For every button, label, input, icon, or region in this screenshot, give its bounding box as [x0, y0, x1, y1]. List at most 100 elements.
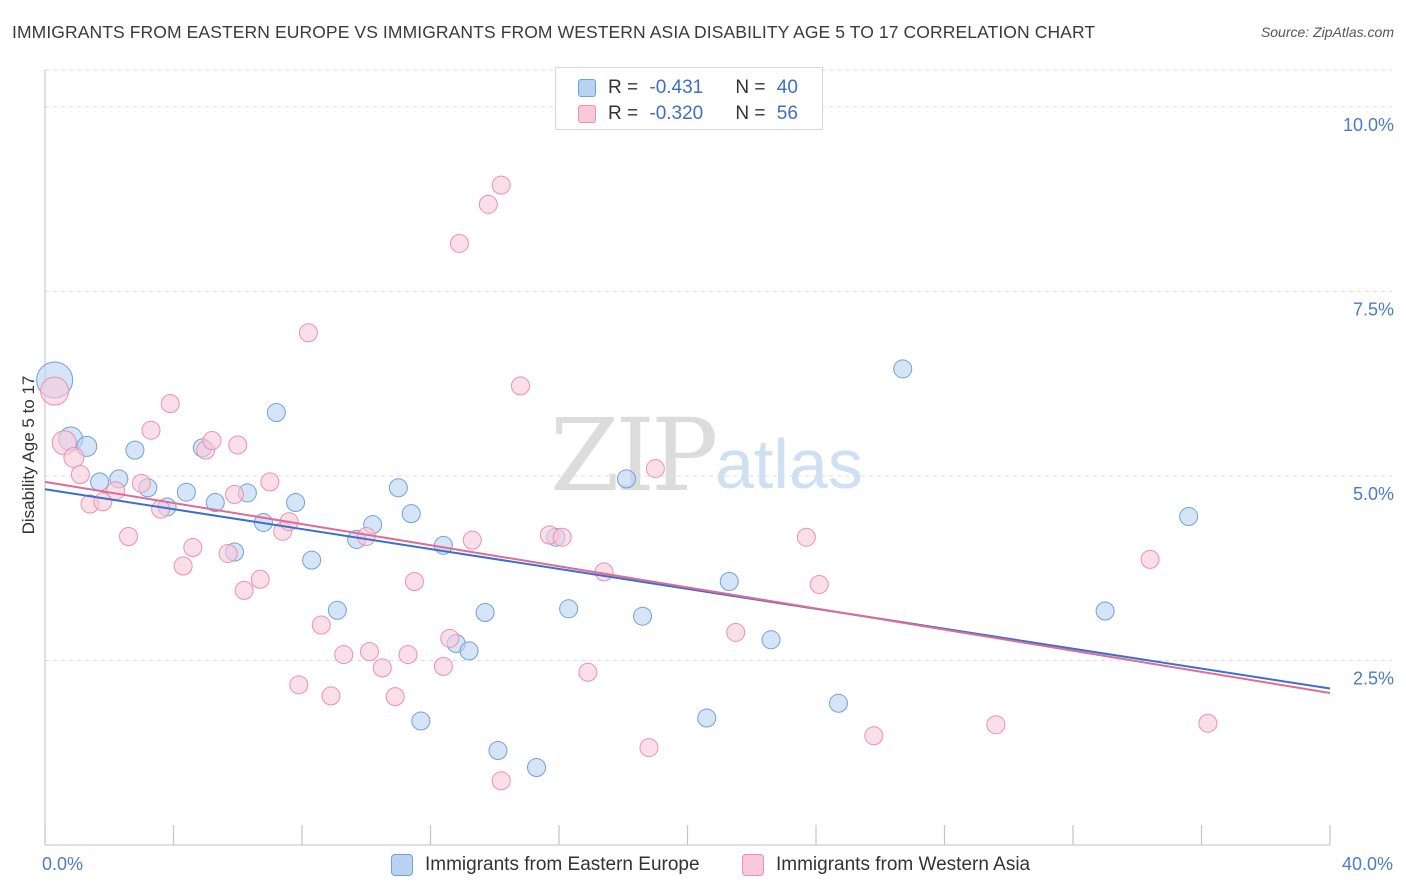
legend-r-label: R =: [608, 103, 644, 124]
point-western-asia: [311, 615, 331, 635]
point-western-asia: [141, 420, 161, 440]
point-western-asia: [160, 394, 180, 414]
point-western-asia: [398, 645, 418, 665]
y-tick-label: 7.5%: [1353, 299, 1394, 319]
point-western-asia: [234, 580, 254, 600]
point-eastern-europe: [176, 482, 196, 502]
y-tick-label: 5.0%: [1353, 484, 1394, 504]
point-western-asia: [404, 572, 424, 591]
point-eastern-europe: [286, 493, 306, 513]
grid-lines: [45, 69, 1392, 661]
point-western-asia: [385, 687, 405, 707]
point-eastern-europe: [893, 359, 913, 379]
bottom-legend-swatch-eastern-europe: [391, 854, 413, 876]
bottom-legend-label-eastern-europe: Immigrants from Eastern Europe: [425, 854, 700, 875]
legend-r-value: -0.431: [649, 77, 704, 98]
point-eastern-europe: [411, 711, 431, 731]
point-western-asia: [510, 376, 530, 396]
y-axis-label: Disability Age 5 to 17: [19, 376, 38, 535]
point-western-asia: [645, 459, 665, 479]
point-eastern-europe: [90, 472, 110, 492]
legend-row-western-asia: R = -0.320 N = 56: [578, 102, 798, 126]
point-western-asia: [462, 530, 482, 550]
bottom-legend-label-western-asia: Immigrants from Western Asia: [776, 854, 1031, 875]
point-eastern-europe: [401, 504, 421, 524]
point-western-asia: [491, 771, 511, 791]
point-eastern-europe: [719, 572, 739, 591]
trend-lines: [44, 480, 1331, 694]
point-western-asia: [359, 642, 379, 662]
legend-r-value: -0.320: [649, 103, 704, 124]
point-eastern-europe: [828, 693, 848, 713]
legend-row-eastern-europe: R = -0.431 N = 40: [578, 76, 798, 100]
point-western-asia: [131, 473, 151, 493]
legend-n-label: N =: [735, 77, 771, 98]
chart-title: IMMIGRANTS FROM EASTERN EUROPE VS IMMIGR…: [12, 22, 1096, 42]
point-eastern-europe: [475, 603, 495, 622]
legend-swatch-western-asia: [578, 105, 596, 123]
legend: R = -0.431 N = 40 R = -0.320 N = 56: [555, 67, 823, 130]
point-western-asia: [440, 628, 460, 648]
point-eastern-europe: [761, 630, 781, 650]
point-western-asia: [289, 675, 309, 695]
x-tick-label: 40.0%: [1342, 854, 1393, 874]
point-western-asia: [433, 656, 453, 676]
point-eastern-europe: [488, 741, 508, 761]
point-western-asia: [119, 526, 139, 546]
source-label: Source: ZipAtlas.com: [1260, 24, 1394, 40]
axes: [44, 70, 1331, 846]
point-western-asia: [40, 376, 70, 406]
point-western-asia: [70, 464, 90, 484]
point-eastern-europe: [616, 469, 636, 489]
watermark: ZIP atlas: [550, 397, 863, 514]
point-western-asia: [106, 481, 126, 501]
legend-n-value: 40: [776, 77, 798, 98]
point-western-asia: [809, 574, 829, 594]
point-western-asia: [334, 645, 354, 665]
point-western-asia: [864, 726, 884, 746]
point-western-asia: [63, 447, 85, 468]
legend-r-label: R =: [608, 77, 644, 98]
bottom-legend-eastern-europe: Immigrants from Eastern Europe: [391, 852, 700, 878]
point-eastern-europe: [266, 402, 286, 422]
point-western-asia: [449, 233, 469, 253]
x-tick-label: 0.0%: [42, 854, 83, 874]
point-western-asia: [225, 484, 245, 504]
watermark-atlas: atlas: [715, 425, 863, 503]
point-eastern-europe: [388, 478, 408, 498]
y-tick-label: 2.5%: [1353, 668, 1394, 688]
point-western-asia: [578, 662, 598, 682]
point-eastern-europe: [205, 493, 225, 513]
point-western-asia: [1198, 713, 1218, 733]
point-western-asia: [478, 194, 498, 214]
point-eastern-europe: [1179, 507, 1199, 527]
point-eastern-europe: [633, 606, 653, 626]
trend-line-western-asia: [44, 480, 1331, 694]
point-western-asia: [250, 569, 270, 589]
point-eastern-europe: [327, 600, 347, 620]
bottom-legend-swatch-western-asia: [742, 854, 764, 876]
point-western-asia: [202, 431, 222, 451]
trend-line-eastern-europe: [44, 488, 1331, 690]
bottom-legend-western-asia: Immigrants from Western Asia: [742, 852, 1030, 878]
watermark-zip: ZIP: [550, 397, 715, 514]
point-eastern-europe: [459, 641, 479, 661]
point-western-asia: [173, 556, 193, 576]
point-western-asia: [183, 538, 203, 558]
data-points: [36, 175, 1218, 791]
point-western-asia: [639, 738, 659, 758]
point-western-asia: [321, 686, 341, 706]
point-western-asia: [218, 543, 238, 563]
point-western-asia: [298, 323, 318, 343]
point-western-asia: [796, 527, 816, 547]
legend-n-value: 56: [776, 103, 798, 124]
point-eastern-europe: [302, 550, 322, 570]
point-western-asia: [552, 527, 572, 547]
point-eastern-europe: [1095, 601, 1115, 621]
point-western-asia: [372, 658, 392, 678]
legend-n-label: N =: [735, 103, 771, 124]
point-western-asia: [260, 472, 280, 492]
point-western-asia: [986, 715, 1006, 735]
point-western-asia: [491, 175, 511, 195]
